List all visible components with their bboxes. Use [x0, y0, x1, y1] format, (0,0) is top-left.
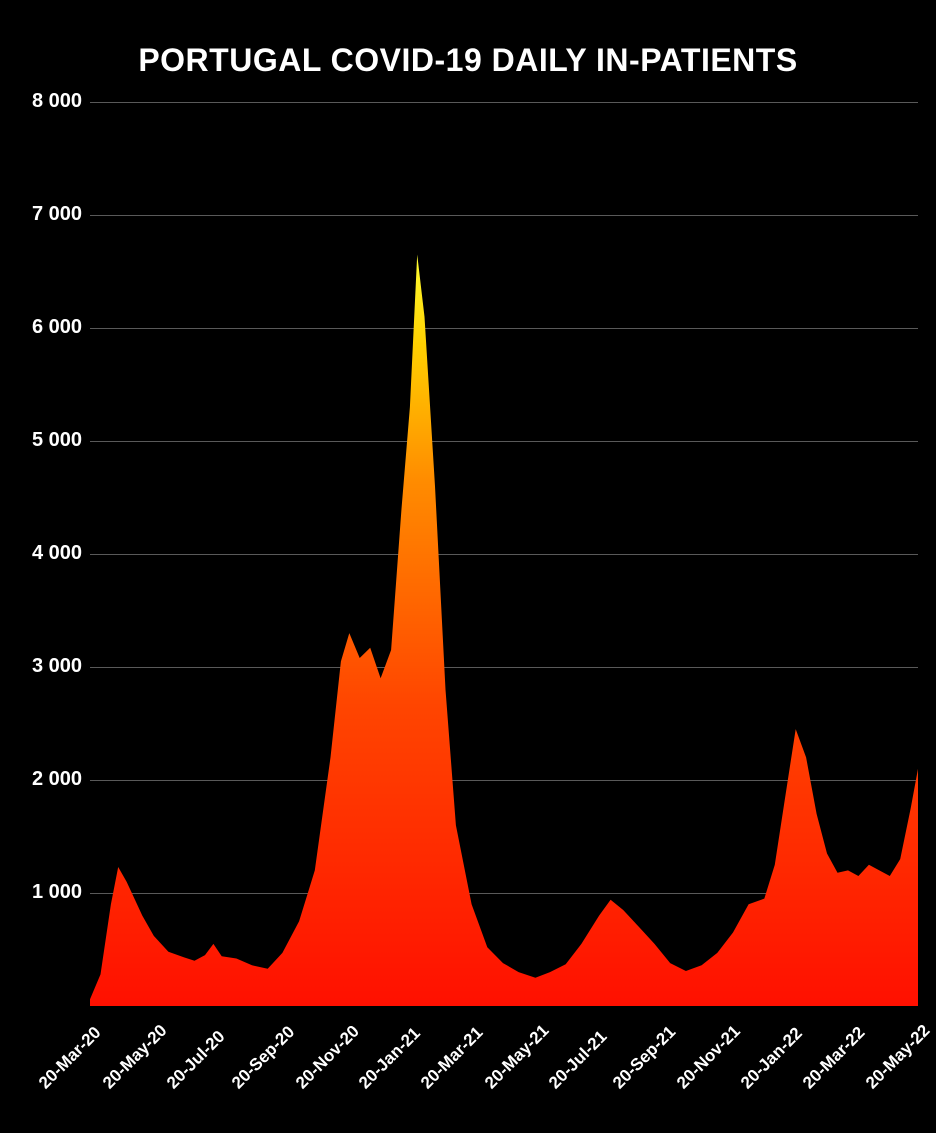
- xtick-label: 20-Jan-22: [737, 1023, 807, 1093]
- xtick-label: 20-Sep-20: [228, 1022, 299, 1093]
- xtick-label: 20-Jul-20: [163, 1026, 229, 1092]
- xtick-label: 20-May-22: [862, 1020, 934, 1092]
- ytick-label: 6 000: [12, 316, 82, 339]
- xtick-label: 20-Mar-22: [799, 1022, 869, 1092]
- ytick-label: 8 000: [12, 90, 82, 113]
- xtick-label: 20-Nov-20: [292, 1021, 364, 1093]
- area-chart: [90, 102, 918, 1006]
- xtick-label: 20-May-20: [99, 1020, 171, 1092]
- chart-container: PORTUGAL COVID-19 DAILY IN-PATIENTS 1 00…: [0, 0, 936, 1133]
- area-series: [90, 255, 918, 1007]
- ytick-label: 4 000: [12, 542, 82, 565]
- ytick-label: 7 000: [12, 203, 82, 226]
- xtick-label: 20-May-21: [481, 1020, 553, 1092]
- ytick-label: 3 000: [12, 655, 82, 678]
- xtick-label: 20-Nov-21: [673, 1021, 745, 1093]
- ytick-label: 2 000: [12, 768, 82, 791]
- xtick-label: 20-Jan-21: [355, 1023, 425, 1093]
- ytick-label: 5 000: [12, 429, 82, 452]
- ytick-label: 1 000: [12, 881, 82, 904]
- chart-title: PORTUGAL COVID-19 DAILY IN-PATIENTS: [0, 42, 936, 79]
- xtick-label: 20-Mar-20: [35, 1022, 105, 1092]
- xtick-label: 20-Sep-21: [609, 1022, 680, 1093]
- xtick-label: 20-Mar-21: [417, 1022, 487, 1092]
- xtick-label: 20-Jul-21: [545, 1026, 611, 1092]
